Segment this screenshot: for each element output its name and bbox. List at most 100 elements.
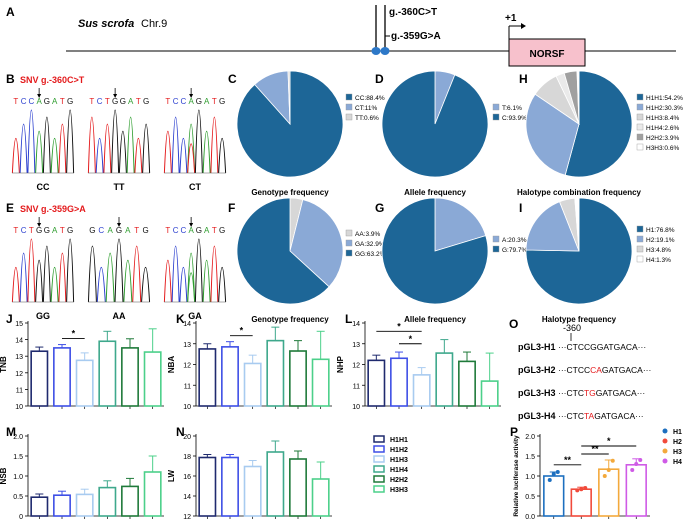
base-letter: A <box>204 226 210 235</box>
legend-label: CT:11% <box>355 105 377 112</box>
base-letter: T <box>212 226 217 235</box>
data-point <box>630 468 635 472</box>
pie-slice <box>564 70 633 178</box>
y-tick-label: 0 <box>19 514 23 521</box>
panel-a: A Sus scrofa Chr.9 g.-360C>T g.-359G>A +… <box>6 5 676 67</box>
base-letter: T <box>165 97 170 106</box>
trace-peak <box>171 116 180 174</box>
legend-swatch <box>636 235 644 243</box>
trace-peak <box>187 123 196 174</box>
legend-swatch <box>373 485 385 493</box>
base-letter: A <box>204 97 210 106</box>
genotype-label: CT <box>189 182 201 192</box>
seq-suffix: GATGACA··· <box>594 411 643 421</box>
trace-peak <box>58 123 67 174</box>
pie-panel-g: G A:20.3% G:79.7% Allele frequency <box>375 197 528 324</box>
pie-panel-i: I H1:76.8% H2:19.1% H3:4.8% H4:1.3% Halotype … <box>519 197 675 324</box>
legend-swatch <box>636 133 644 141</box>
construct-list: pGL3-H1 ···CTCCGGATGACA···pGL3-H2 ···CTCCC… <box>518 342 651 421</box>
species-name: Sus scrofa <box>78 18 134 30</box>
trace-peak <box>118 131 127 174</box>
y-axis-title: NSB <box>0 467 8 484</box>
bar <box>458 360 476 407</box>
trace-peak <box>50 137 59 174</box>
seq-suffix: GATGACA··· <box>602 365 651 375</box>
legend-swatch <box>636 113 644 121</box>
legend-label: H3H3 <box>390 487 408 494</box>
construct-row: pGL3-H4 ···CTCTAGATGACA··· <box>518 411 644 421</box>
trace-peak <box>66 238 75 303</box>
trace-peak <box>194 238 203 303</box>
chromatogram-b-1: T C T G G A T GTT <box>87 88 151 192</box>
legend-label: H1H4 <box>390 467 408 474</box>
pie-title: Halotype frequency <box>542 315 617 324</box>
y-tick-label: 0.5 <box>13 494 23 501</box>
data-point <box>547 478 552 482</box>
data-point <box>579 487 584 492</box>
trace-peak <box>114 238 124 303</box>
seq-variant: G <box>590 342 597 352</box>
legend-swatch <box>373 435 385 443</box>
bar <box>243 465 262 517</box>
legend-label: H2H2:3.9% <box>646 135 679 142</box>
y-tick-label: 1.0 <box>525 474 535 481</box>
trace-peak <box>19 252 28 303</box>
trace-peak <box>42 245 51 303</box>
trace-peak <box>210 116 219 174</box>
y-tick-label: 1.5 <box>525 454 535 461</box>
pie-panels: C CC:88.4% CT:11% TT:0.6% Genotype frequency… <box>228 70 683 324</box>
construct-row: pGL3-H2 ···CTCCCAGATGACA··· <box>518 365 651 375</box>
legend-swatch <box>636 255 644 263</box>
genotype-label: TT <box>114 182 125 192</box>
trace-peak <box>111 109 120 174</box>
genotype-label: GG <box>36 311 50 321</box>
trace-peak <box>142 123 151 174</box>
trace-peak <box>66 109 75 174</box>
bar <box>221 346 239 407</box>
construct-name: pGL3-H1 <box>518 342 556 352</box>
pie-slice <box>289 199 344 288</box>
base-letter: A <box>188 226 194 235</box>
legend-swatch <box>492 245 500 253</box>
y-tick-label: 14 <box>352 321 360 328</box>
trace-peak <box>187 252 196 303</box>
legend-swatch <box>345 113 353 121</box>
y-tick-label: 10 <box>183 404 191 411</box>
construct-sequence: ···CTCCCAGATGACA··· <box>558 365 651 375</box>
haplotype-combination-legend: H1H1 H1H2 H1H3 H1H4 H2H2 H3H3 <box>373 435 408 494</box>
legend-swatch <box>345 239 353 247</box>
panel-label: H <box>519 72 528 86</box>
base-letter: G <box>120 97 126 106</box>
trace-peak <box>87 116 96 174</box>
seq-prefix: ···CTCC <box>558 365 590 375</box>
panel-label: P <box>510 425 518 439</box>
bar <box>198 456 217 517</box>
bar <box>121 485 139 517</box>
base-letter: C <box>180 226 186 235</box>
data-point <box>638 458 643 462</box>
legend-swatch <box>636 103 644 111</box>
y-tick-label: 1.5 <box>13 454 23 461</box>
bar <box>121 347 139 407</box>
base-letter: G <box>89 226 95 235</box>
panel-label: L <box>345 312 352 326</box>
seq-variant: CA <box>590 365 602 375</box>
legend-swatch <box>345 103 353 111</box>
norsf-label: NORSF <box>530 49 565 60</box>
trace-peak <box>11 137 20 174</box>
base-letter: G <box>44 226 50 235</box>
base-letter: T <box>136 97 141 106</box>
tss-arrowhead <box>521 23 526 29</box>
y-tick-label: 14 <box>183 494 191 501</box>
trace-peak <box>105 252 115 303</box>
base-letter: G <box>196 97 202 106</box>
y-tick-label: 12 <box>352 363 360 370</box>
base-letter: C <box>180 97 186 106</box>
seq-prefix: ···CTC <box>558 411 584 421</box>
bar <box>98 340 117 407</box>
pie-title: Allele frequency <box>404 188 466 197</box>
significance-label: * <box>397 321 401 331</box>
legend-swatch <box>373 475 385 483</box>
bar <box>266 339 285 407</box>
legend-swatch <box>345 93 353 101</box>
